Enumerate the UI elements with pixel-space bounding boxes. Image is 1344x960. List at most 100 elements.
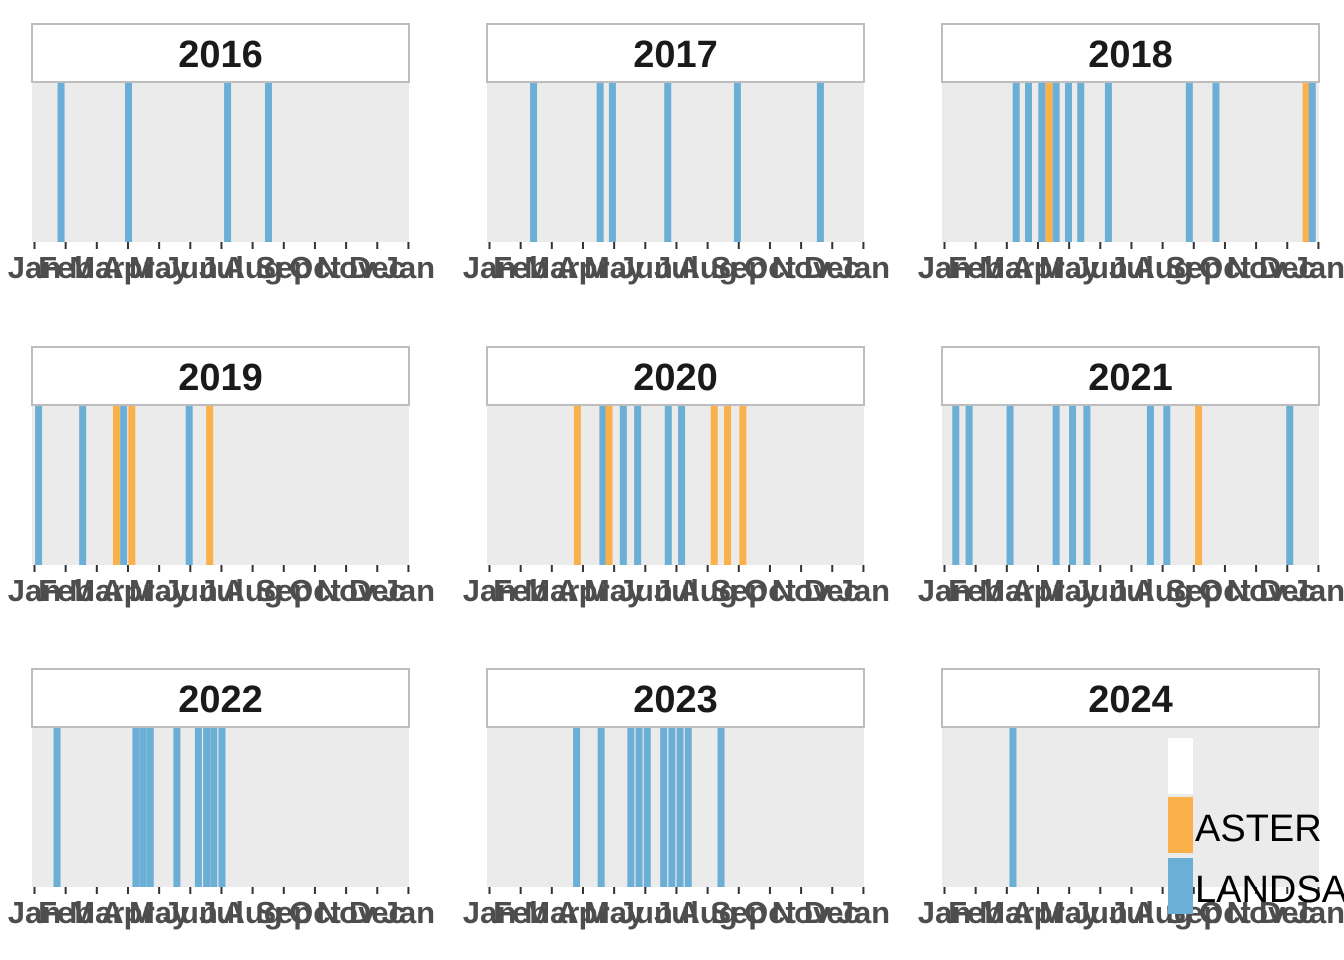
facet-strip bbox=[486, 668, 865, 728]
facet-strip bbox=[486, 23, 865, 83]
acquisition-bar bbox=[635, 728, 643, 887]
acquisition-bar bbox=[530, 83, 538, 242]
x-tick-label: Nov bbox=[317, 250, 376, 285]
x-tick-label: Nov bbox=[772, 250, 831, 285]
acquisition-bar bbox=[203, 728, 211, 887]
x-tick-label: Oct bbox=[289, 250, 341, 285]
acquisition-bar bbox=[112, 406, 120, 565]
acquisition-bar bbox=[627, 728, 635, 887]
x-tick-label: Jun bbox=[163, 895, 218, 930]
acquisition-bar bbox=[619, 406, 627, 565]
acquisition-bar bbox=[1104, 83, 1112, 242]
acquisition-bar bbox=[218, 728, 226, 887]
x-tick-label: Dec bbox=[1259, 573, 1316, 608]
acquisition-bar bbox=[1163, 406, 1171, 565]
x-tick-label: Jan bbox=[1292, 573, 1344, 608]
x-tick-label: Nov bbox=[772, 895, 831, 930]
acquisition-bar bbox=[1185, 83, 1193, 242]
x-tick-label: Jan bbox=[382, 895, 435, 930]
x-tick-label: Apr bbox=[556, 250, 609, 285]
x-tick-label: Jan bbox=[8, 895, 61, 930]
x-tick-label: Jun bbox=[1073, 895, 1128, 930]
acquisition-bar bbox=[57, 83, 65, 242]
acquisition-bar bbox=[965, 406, 973, 565]
x-tick-label: Jul bbox=[654, 250, 699, 285]
acquisition-bar bbox=[224, 83, 232, 242]
x-tick-label: Mar bbox=[69, 250, 124, 285]
acquisition-bar bbox=[194, 728, 202, 887]
facet-strip-label: 2016 bbox=[178, 34, 263, 76]
x-tick-label: Jun bbox=[618, 573, 673, 608]
x-tick-label: Aug bbox=[222, 895, 282, 930]
x-tick-label: Sep bbox=[1165, 250, 1222, 285]
acquisition-bar bbox=[264, 83, 272, 242]
legend-key bbox=[1168, 858, 1193, 914]
x-tick-label: Mar bbox=[979, 250, 1034, 285]
panel-background bbox=[32, 83, 409, 242]
acquisition-bar bbox=[1212, 83, 1220, 242]
acquisition-bar bbox=[724, 406, 732, 565]
panel-background bbox=[487, 83, 864, 242]
x-tick-label: Sep bbox=[255, 573, 312, 608]
acquisition-bar bbox=[1069, 406, 1077, 565]
facet-strip-label: 2020 bbox=[633, 357, 718, 399]
x-tick-label: Aug bbox=[1132, 573, 1192, 608]
acquisition-bar bbox=[573, 406, 581, 565]
x-tick-label: Jun bbox=[1073, 573, 1128, 608]
x-tick-label: Apr bbox=[556, 573, 609, 608]
x-tick-label: Jan bbox=[918, 895, 971, 930]
x-tick-label: Jun bbox=[618, 250, 673, 285]
x-tick-label: Sep bbox=[1165, 573, 1222, 608]
x-tick-label: Aug bbox=[1132, 250, 1192, 285]
acquisition-bar bbox=[664, 406, 672, 565]
acquisition-bar bbox=[573, 728, 581, 887]
x-tick-label: Apr bbox=[101, 895, 154, 930]
x-tick-label: Oct bbox=[1199, 573, 1251, 608]
x-tick-label: Nov bbox=[1227, 250, 1286, 285]
x-tick-label: May bbox=[1039, 250, 1100, 285]
facet-strip-label: 2022 bbox=[178, 679, 263, 721]
facet-strip-label: 2021 bbox=[1088, 357, 1173, 399]
facet-strip-label: 2024 bbox=[1088, 679, 1173, 721]
x-tick-label: Jan bbox=[1292, 250, 1344, 285]
acquisition-bar bbox=[1052, 83, 1060, 242]
x-tick-label: Mar bbox=[69, 895, 124, 930]
acquisition-bar bbox=[660, 728, 668, 887]
x-tick-label: May bbox=[584, 895, 645, 930]
panel-background bbox=[487, 728, 864, 887]
facet-strip bbox=[31, 668, 410, 728]
x-tick-label: Feb bbox=[948, 250, 1003, 285]
acquisition-bar bbox=[733, 83, 741, 242]
acquisition-bar bbox=[599, 406, 607, 565]
x-tick-label: Sep bbox=[255, 895, 312, 930]
x-tick-label: Feb bbox=[493, 573, 548, 608]
x-tick-label: Mar bbox=[524, 573, 579, 608]
x-tick-label: Jun bbox=[1073, 250, 1128, 285]
facet-strip bbox=[941, 23, 1320, 83]
acquisition-bar bbox=[1146, 406, 1154, 565]
facet-strip bbox=[941, 346, 1320, 406]
x-tick-label: Apr bbox=[1011, 895, 1064, 930]
panel-background bbox=[32, 406, 409, 565]
x-tick-label: Mar bbox=[524, 250, 579, 285]
acquisition-bar bbox=[53, 728, 61, 887]
x-tick-label: Jul bbox=[1109, 250, 1154, 285]
x-tick-label: Aug bbox=[222, 573, 282, 608]
facet-strip bbox=[486, 346, 865, 406]
x-tick-label: Feb bbox=[948, 895, 1003, 930]
acquisition-bar bbox=[678, 406, 686, 565]
x-tick-label: Jun bbox=[163, 250, 218, 285]
x-tick-label: Dec bbox=[349, 573, 406, 608]
acquisition-bar bbox=[816, 83, 824, 242]
x-tick-label: Mar bbox=[69, 573, 124, 608]
x-tick-label: Jan bbox=[918, 573, 971, 608]
acquisition-bar bbox=[608, 83, 616, 242]
x-tick-label: Apr bbox=[1011, 250, 1064, 285]
x-tick-label: May bbox=[1039, 895, 1100, 930]
x-tick-label: Sep bbox=[255, 250, 312, 285]
x-tick-label: Apr bbox=[1011, 573, 1064, 608]
x-tick-label: Nov bbox=[317, 895, 376, 930]
x-tick-label: Feb bbox=[493, 250, 548, 285]
x-tick-label: Feb bbox=[493, 895, 548, 930]
